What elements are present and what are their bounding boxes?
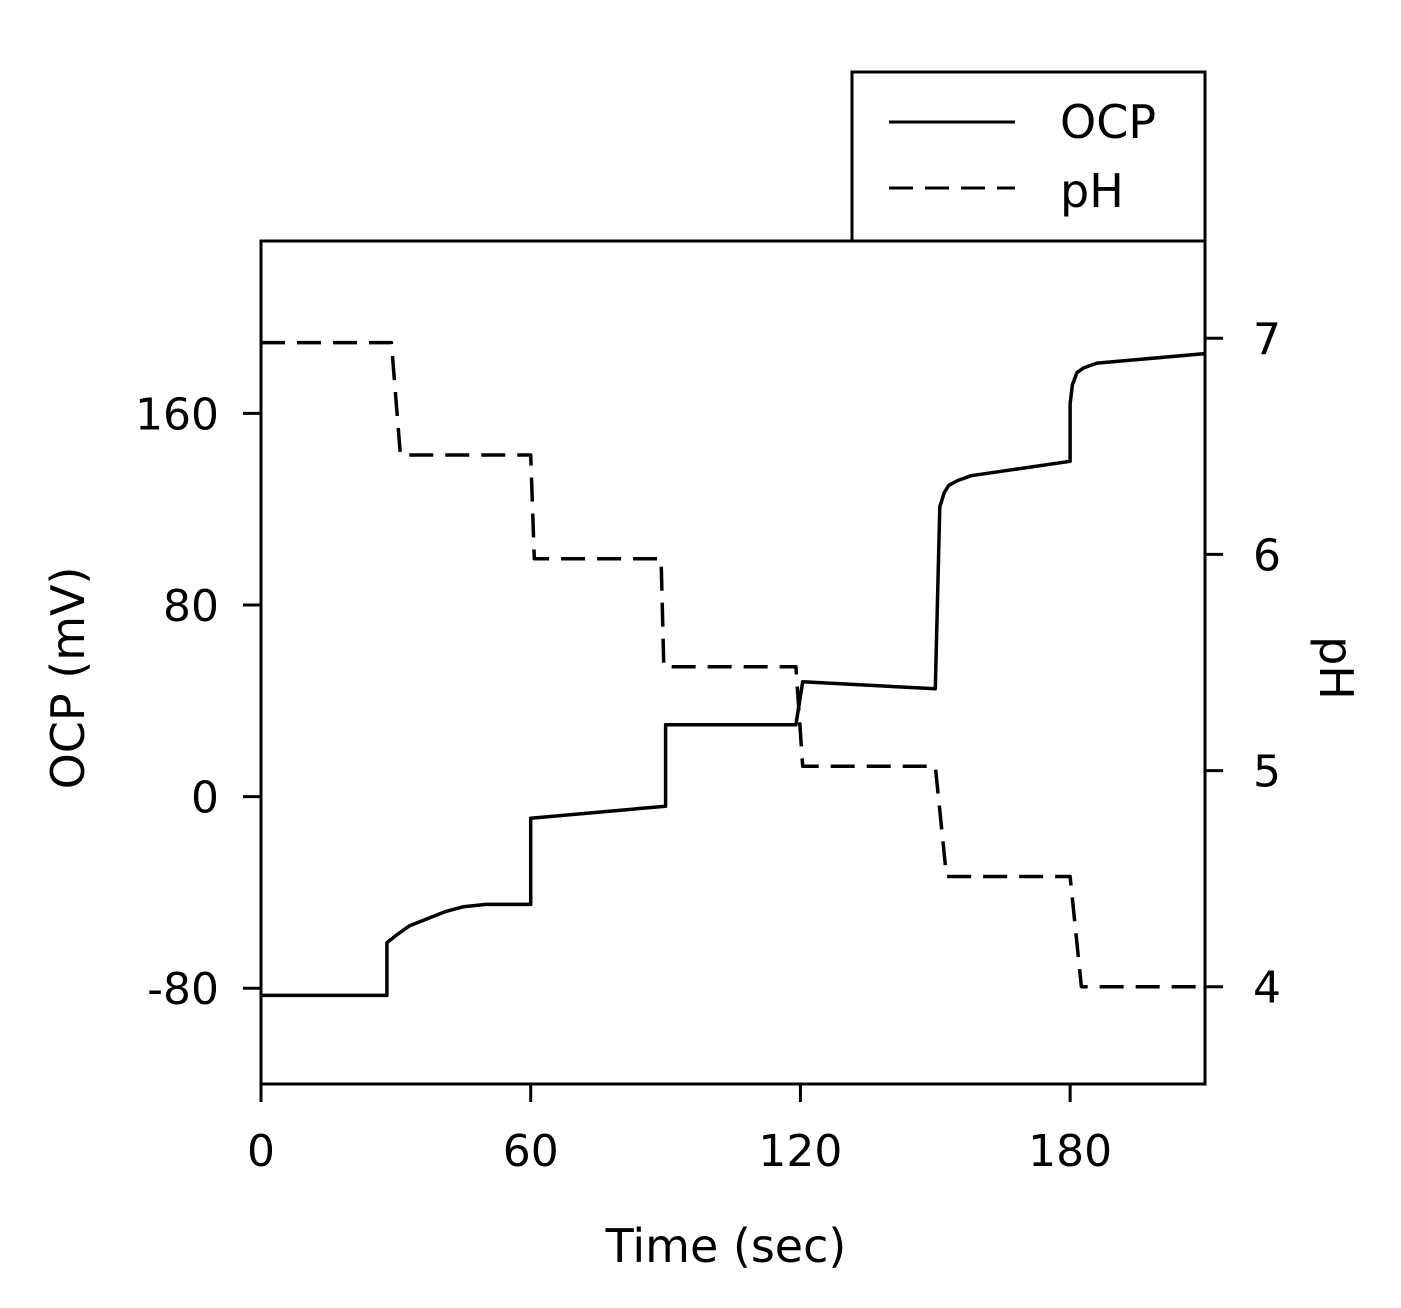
x-tick-label: 120 bbox=[758, 1126, 842, 1177]
x-tick-label: 180 bbox=[1028, 1126, 1112, 1177]
y-right-axis-title: pH bbox=[1309, 636, 1363, 700]
y-left-ticks: -80 0 80 160 bbox=[135, 389, 263, 1015]
y-right-tick-label: 7 bbox=[1253, 314, 1281, 365]
series-line-ph bbox=[261, 340, 1205, 989]
series-layer bbox=[261, 340, 1206, 998]
legend-ocp-label: OCP bbox=[1060, 95, 1156, 149]
y-right-ticks: 4 5 6 7 bbox=[1205, 314, 1281, 1014]
y-right-axis: 4 5 6 7 bbox=[1205, 314, 1281, 1014]
legend-box bbox=[850, 70, 1207, 243]
y-left-tick-label: -80 bbox=[147, 964, 219, 1015]
y-right-tick-label: 4 bbox=[1253, 963, 1281, 1014]
x-ticks: 0 60 120 180 bbox=[247, 1084, 1112, 1177]
y-right-tick-label: 6 bbox=[1253, 530, 1281, 581]
x-tick-label: 60 bbox=[503, 1126, 559, 1177]
y-left-tick-label: 0 bbox=[191, 773, 219, 824]
legend-ph-label: pH bbox=[1060, 164, 1124, 218]
y-left-axis: -80 0 80 160 bbox=[135, 389, 263, 1015]
legend: OCP pH bbox=[850, 70, 1207, 243]
y-right-tick-label: 5 bbox=[1253, 747, 1281, 798]
x-axis-title: Time (sec) bbox=[605, 1219, 847, 1273]
x-tick-label: 0 bbox=[247, 1126, 275, 1177]
y-left-tick-label: 160 bbox=[135, 389, 219, 440]
x-axis: 0 60 120 180 bbox=[247, 1082, 1112, 1177]
y-left-tick-label: 80 bbox=[163, 581, 219, 632]
y-left-axis-title: OCP (mV) bbox=[41, 567, 95, 790]
series-line-ocp bbox=[261, 351, 1206, 998]
